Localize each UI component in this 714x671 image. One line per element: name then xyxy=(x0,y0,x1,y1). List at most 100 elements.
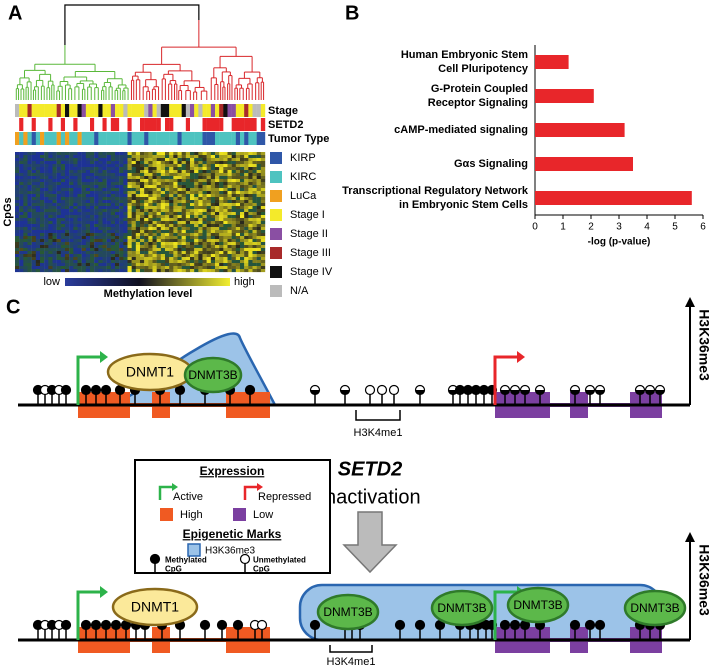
heatmap-cell xyxy=(235,206,241,210)
heatmap-cell xyxy=(31,155,37,159)
heatmap-cell xyxy=(23,158,28,162)
heatmap-cell xyxy=(194,245,199,249)
heatmap-cell xyxy=(48,164,53,168)
heatmap-cell xyxy=(77,182,82,186)
heatmap-cell xyxy=(106,182,112,186)
heatmap-cell xyxy=(252,194,257,198)
heatmap-cell xyxy=(190,206,195,210)
heatmap-cell xyxy=(44,212,49,216)
region-label: H3K4me1 xyxy=(327,656,376,668)
heatmap-cell xyxy=(90,182,95,186)
heatmap-cell xyxy=(244,233,249,237)
heatmap-cell xyxy=(148,236,153,240)
heatmap-cell xyxy=(31,167,37,171)
heatmap-cell xyxy=(35,239,41,243)
stage-cell xyxy=(15,104,20,117)
heatmap-cell xyxy=(248,233,253,237)
heatmap-cell xyxy=(160,269,166,273)
cpg-methylated xyxy=(80,384,92,396)
tss-arrowhead xyxy=(100,586,108,598)
heatmap-cell xyxy=(77,242,82,246)
heatmap-cell xyxy=(56,260,62,264)
heatmap-cell xyxy=(177,194,182,198)
heatmap-cell xyxy=(240,182,245,186)
heatmap-cell xyxy=(131,254,137,258)
heatmap-cell xyxy=(19,185,24,189)
heatmap-cell xyxy=(15,191,20,195)
heatmap-cell xyxy=(169,221,174,225)
heatmap-cell xyxy=(81,173,87,177)
heatmap-cell xyxy=(15,176,20,180)
heatmap-cell xyxy=(202,215,207,219)
heatmap-cell xyxy=(173,170,178,174)
heatmap-cell xyxy=(69,182,74,186)
tumor-type-cell xyxy=(60,132,66,145)
heatmap-cell xyxy=(65,152,70,156)
heatmap-cell xyxy=(15,221,20,225)
heatmap-cell xyxy=(240,194,245,198)
heatmap-cell xyxy=(144,233,149,237)
heatmap-cell xyxy=(194,242,199,246)
heatmap-cell xyxy=(35,167,41,171)
heatmap-cell xyxy=(73,173,78,177)
heatmap-cell xyxy=(223,170,228,174)
heatmap-cell xyxy=(127,194,132,198)
heatmap-cell xyxy=(173,161,178,165)
heatmap-cell xyxy=(31,158,37,162)
category-label: G-Protein Coupled Receptor Signaling xyxy=(428,83,528,109)
heatmap-cell xyxy=(40,158,45,162)
heatmap-cell xyxy=(127,263,132,267)
heatmap-cell xyxy=(131,197,137,201)
heatmap-cell xyxy=(169,170,174,174)
heatmap-cell xyxy=(56,251,62,255)
cpg-methylated xyxy=(584,619,596,631)
heatmap-cell xyxy=(223,191,228,195)
heatmap-cell xyxy=(35,242,41,246)
heatmap-cell xyxy=(194,236,199,240)
heatmap-cell xyxy=(235,164,241,168)
heatmap-cell xyxy=(123,176,128,180)
heatmap-cell xyxy=(256,257,262,261)
legend-swatch xyxy=(270,228,282,240)
heatmap-cell xyxy=(165,185,170,189)
heatmap-cell xyxy=(173,179,178,183)
setd2-cell xyxy=(248,118,253,131)
stage-cell xyxy=(131,104,137,117)
enzyme-label: DNMT3B xyxy=(630,601,679,615)
heatmap-cell xyxy=(27,224,32,228)
heatmap-cell xyxy=(56,236,62,240)
heatmap-cell xyxy=(160,257,166,261)
heatmap-cell xyxy=(260,224,266,228)
heatmap-cell xyxy=(231,251,237,255)
heatmap-cell xyxy=(15,164,20,168)
heatmap-cell xyxy=(198,182,203,186)
heatmap-cell xyxy=(240,188,245,192)
heatmap-cell xyxy=(219,227,224,231)
heatmap-cell xyxy=(69,164,74,168)
heatmap-cell xyxy=(223,173,228,177)
heatmap-cell xyxy=(81,200,87,204)
stage-cell xyxy=(102,104,107,117)
heatmap-cell xyxy=(169,191,174,195)
heatmap-cell xyxy=(119,260,124,264)
heatmap-cell xyxy=(235,239,241,243)
heatmap-cell xyxy=(260,242,266,246)
heatmap-cell xyxy=(148,218,153,222)
heatmap-cell xyxy=(177,257,182,261)
heatmap-cell xyxy=(73,239,78,243)
setd2-cell xyxy=(260,118,266,131)
heatmap-cell xyxy=(185,221,191,225)
heatmap-cell xyxy=(102,263,107,267)
heatmap-cell xyxy=(185,203,191,207)
heatmap-cell xyxy=(98,245,103,249)
heatmap-cell xyxy=(27,197,32,201)
heatmap-cell xyxy=(40,236,45,240)
heatmap-cell xyxy=(231,230,237,234)
stage-cell xyxy=(85,104,91,117)
heatmap-cell xyxy=(31,230,37,234)
colorbar-low: low xyxy=(43,276,60,288)
heatmap-cell xyxy=(35,203,41,207)
heatmap-cell xyxy=(190,191,195,195)
heatmap-cell xyxy=(35,236,41,240)
heatmap-cell xyxy=(31,203,37,207)
